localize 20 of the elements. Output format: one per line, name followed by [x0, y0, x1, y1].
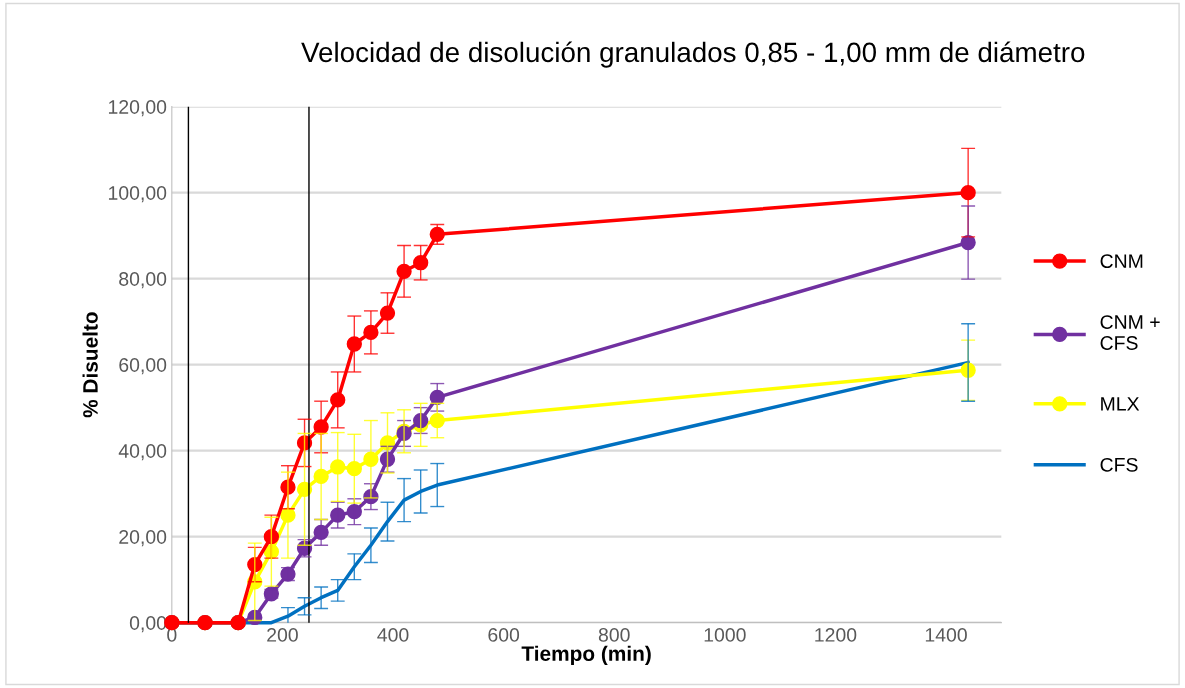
x-tick-label: 1200: [815, 628, 857, 642]
y-tick-label: 120,00: [108, 100, 167, 117]
x-tick-label: 600: [488, 628, 520, 642]
y-tick-label: 60,00: [119, 358, 167, 375]
chart-title: Velocidad de disolución granulados 0,85 - 1,00 mm de diámetro: [301, 41, 1085, 68]
x-tick-label: 400: [377, 628, 409, 642]
x-tick-label: 200: [267, 628, 298, 642]
y-tick-label: 40,00: [118, 444, 167, 461]
y-axis-title: % Disuelto: [82, 312, 98, 418]
legend-label: CNM: [1100, 254, 1143, 269]
legend-label: CNM + CFS: [1100, 315, 1160, 350]
y-tick-label: 100,00: [108, 186, 167, 203]
legend-label: CFS: [1100, 457, 1138, 472]
y-tick-label: 20,00: [119, 530, 167, 547]
x-tick-label: 1400: [925, 628, 967, 642]
x-tick-label: 1000: [704, 628, 746, 642]
x-axis-title: Tiempo (min): [521, 645, 651, 666]
y-tick-label: 80,00: [119, 272, 167, 289]
x-tick-label: 800: [598, 628, 630, 642]
legend-label: MLX: [1101, 397, 1140, 411]
